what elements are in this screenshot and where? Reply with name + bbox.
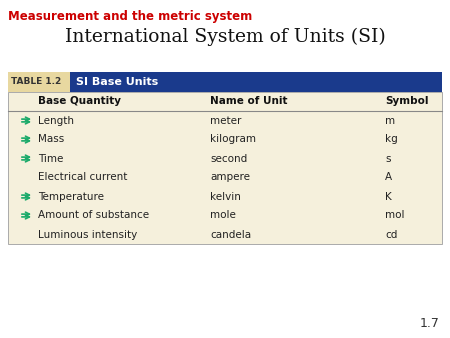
Text: A: A [385,172,392,183]
Text: cd: cd [385,230,397,240]
Bar [8,72,70,92]
Text: 1.7: 1.7 [420,317,440,330]
Bar [70,72,442,92]
Text: Symbol: Symbol [385,97,428,106]
Text: Electrical current: Electrical current [38,172,127,183]
Text: K: K [385,192,392,201]
Text: kg: kg [385,135,398,145]
Text: second: second [210,153,247,164]
Text: ampere: ampere [210,172,250,183]
Text: meter: meter [210,116,241,125]
Text: Base Quantity: Base Quantity [38,97,121,106]
Text: m: m [385,116,395,125]
Text: Measurement and the metric system: Measurement and the metric system [8,10,252,23]
Text: kilogram: kilogram [210,135,256,145]
Text: s: s [385,153,391,164]
Text: candela: candela [210,230,251,240]
Text: Name of Unit: Name of Unit [210,97,288,106]
Text: mol: mol [385,211,405,220]
Text: kelvin: kelvin [210,192,241,201]
Text: Mass: Mass [38,135,64,145]
Text: Temperature: Temperature [38,192,104,201]
Text: Length: Length [38,116,74,125]
Text: TABLE 1.2: TABLE 1.2 [11,77,61,87]
Text: Luminous intensity: Luminous intensity [38,230,137,240]
Bar [8,92,442,244]
Text: SI Base Units: SI Base Units [76,77,158,87]
Text: International System of Units (SI): International System of Units (SI) [65,28,385,46]
Text: Amount of substance: Amount of substance [38,211,149,220]
Text: Time: Time [38,153,63,164]
Text: mole: mole [210,211,236,220]
